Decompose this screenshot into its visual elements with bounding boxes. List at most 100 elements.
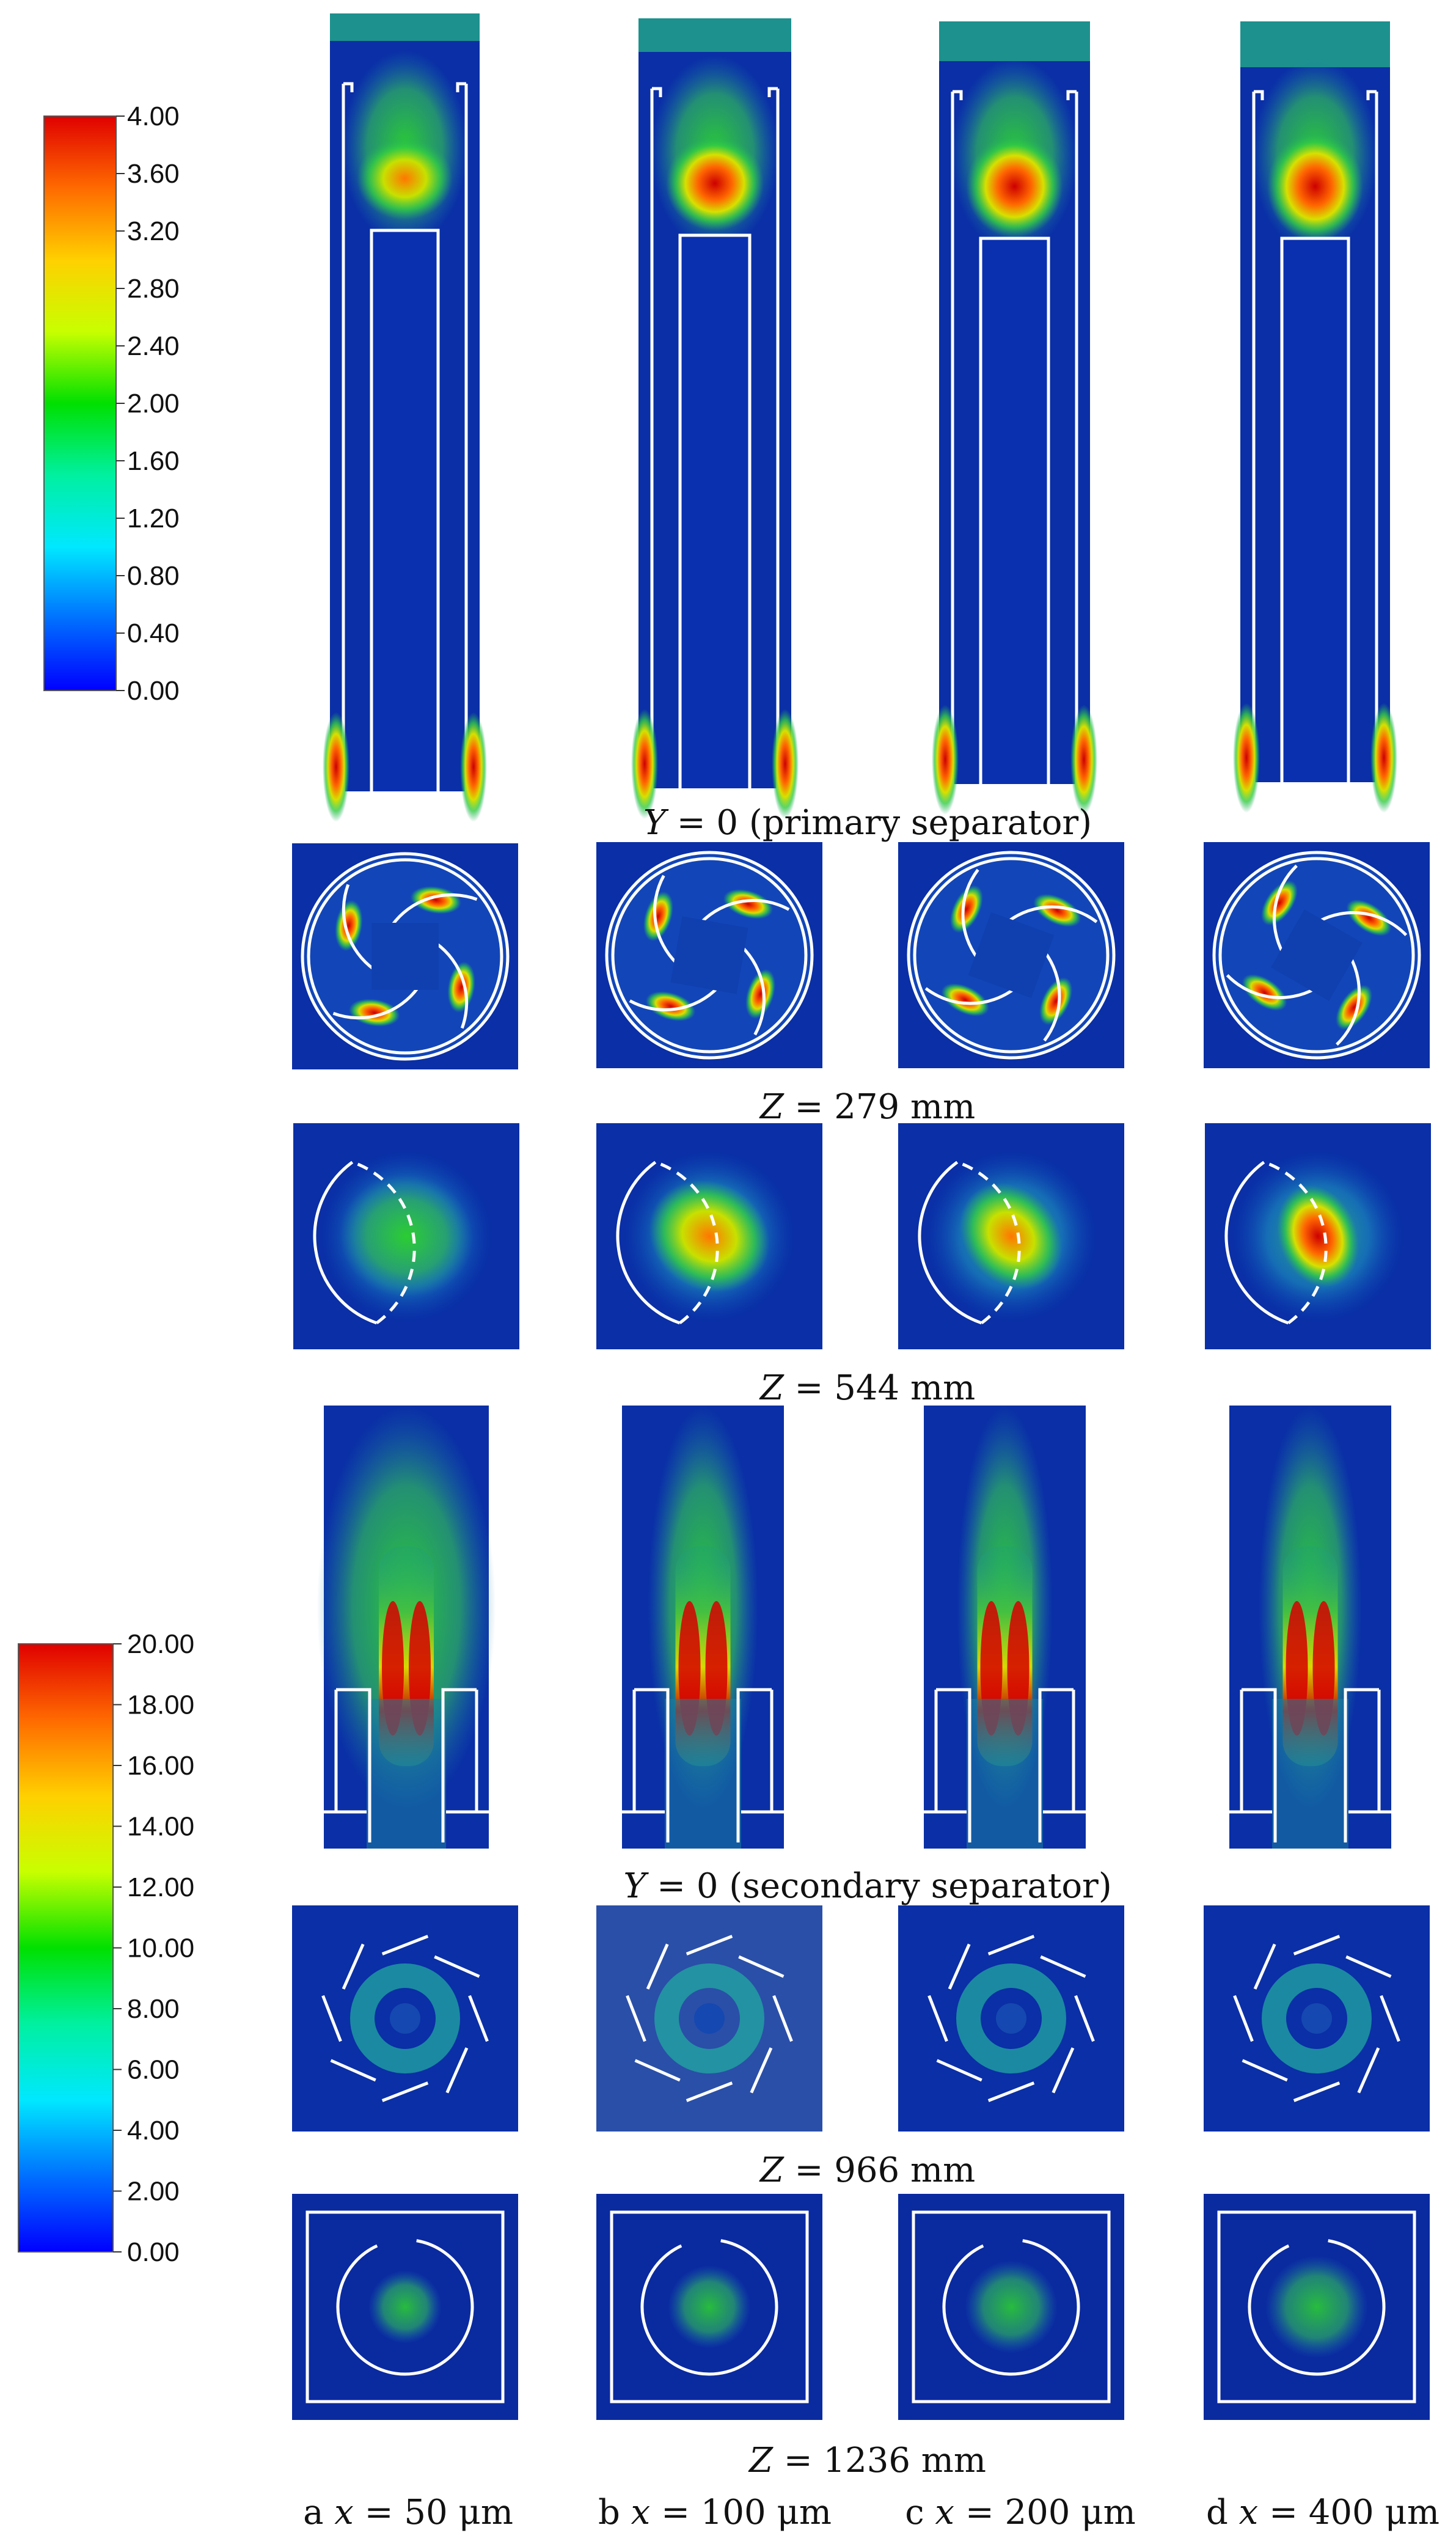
inner-circle-wall	[1218, 857, 1415, 1054]
jet-core	[966, 135, 1063, 238]
inner-pipe-fill	[371, 230, 438, 791]
primary-panel-a	[323, 13, 487, 822]
z544-panel-b	[596, 1123, 822, 1349]
louvre-blade	[750, 2047, 773, 2094]
outer-chamber-wall	[632, 1690, 774, 1812]
colorbar-tick-label: 3.20	[127, 216, 180, 246]
vortex-core	[649, 1180, 770, 1292]
swirl-vane	[961, 868, 979, 959]
top-inlet-band	[939, 21, 1090, 61]
wall-lip	[953, 90, 1077, 100]
inner-tube-wall	[936, 1688, 1074, 1842]
caption-z966: Z = 966 mm	[759, 2150, 975, 2190]
swirl-vane	[629, 986, 719, 1011]
colorbar-top-ticks: 4.00 3.60 3.20 2.80 2.40 2.00 1.60 1.20 0.80 0.40…	[116, 101, 180, 706]
louvre-blade	[1040, 1955, 1086, 1978]
vortex-core	[1277, 1185, 1359, 1288]
outer-circle-wall	[1212, 851, 1421, 1060]
louvre-blade	[342, 1943, 365, 1990]
inner-circle-wall	[913, 857, 1110, 1054]
column-caption-c: c x = 200 μm	[905, 2493, 1135, 2532]
center-core	[670, 916, 748, 994]
colorbar-tick-label: 2.40	[127, 331, 180, 361]
swirl-vane	[1273, 864, 1298, 955]
colorbar-top-ramp	[43, 115, 117, 691]
swirl-vane	[390, 893, 478, 926]
outer-chamber-wall	[334, 1690, 478, 1812]
colorbar-tick-label: 14.00	[127, 1812, 194, 1842]
z966-panel-a	[292, 1905, 518, 2132]
louvre-blade	[927, 1995, 948, 2042]
colorbar-tick-label: 4.00	[127, 101, 180, 131]
vortex-center	[694, 2003, 725, 2034]
colorbar-tick-label: 10.00	[127, 1934, 194, 1963]
caption-z544: Z = 544 mm	[759, 1368, 975, 1408]
louvre-blade	[987, 2081, 1035, 2102]
z279-panel-a	[292, 843, 518, 1069]
jet-core	[666, 136, 764, 231]
center-core	[1270, 909, 1363, 1002]
louvre-blade	[1074, 1995, 1095, 2042]
outlet-circle-wall	[640, 2239, 778, 2376]
louvre-blade	[948, 1943, 971, 1990]
vane-hotspot	[1039, 977, 1073, 1025]
vortex-ring	[350, 1963, 460, 2073]
z966-panel-b	[596, 1905, 822, 2132]
top-inlet-band	[638, 18, 791, 52]
vortex-ring	[956, 1963, 1066, 2073]
vortex-center	[390, 2003, 420, 2034]
primary-panel-c	[932, 21, 1097, 815]
inner-tube-flow	[665, 1699, 741, 1849]
outlet-circle-wall	[1248, 2239, 1386, 2376]
louvre-blade	[468, 1995, 489, 2042]
outlet-wall-solid	[918, 1160, 982, 1325]
swirl-vane	[342, 884, 375, 971]
louvre-blade	[686, 1935, 733, 1956]
inner-pipe-fill	[680, 235, 750, 788]
vortex-core	[960, 1182, 1063, 1290]
outer-circle-wall	[907, 851, 1116, 1060]
bottom-left-hotspot	[932, 705, 959, 815]
primary-panel-b	[631, 18, 799, 819]
louvre-blade	[1293, 2081, 1341, 2102]
inner-tube-wall	[336, 1688, 477, 1842]
column-caption-d: d x = 400 μm	[1206, 2493, 1440, 2532]
louvre-blade	[434, 1955, 480, 1978]
louvre-blade	[1357, 2047, 1380, 2094]
colorbar-tick-label: 3.60	[127, 159, 180, 189]
caption-z1236: Z = 1236 mm	[748, 2441, 986, 2480]
outlet-wall-dashed	[1263, 1160, 1328, 1324]
colorbar-tick-label: 2.00	[127, 389, 180, 419]
vane-hotspot	[1242, 974, 1287, 1011]
outer-wall	[650, 89, 780, 788]
bottom-right-hotspot	[1070, 705, 1097, 815]
z279-panel-c	[898, 842, 1124, 1068]
core-flow	[368, 2270, 442, 2344]
outlet-wall-solid	[313, 1160, 378, 1325]
vane-hotspot	[745, 969, 776, 1019]
colorbar-tick-label: 0.40	[127, 618, 180, 648]
vane-hotspot	[1336, 984, 1372, 1030]
outlet-wall-dashed	[956, 1160, 1021, 1324]
louvre-blade	[686, 2081, 733, 2102]
row-primary-separator	[323, 13, 1397, 822]
vane-hotspot	[349, 999, 400, 1027]
swirl-vane	[741, 945, 766, 1036]
colorbar-tick-label: 0.00	[127, 2237, 180, 2267]
outer-circle-wall	[301, 852, 510, 1061]
inner-pipe-wall	[1280, 236, 1350, 782]
outlet-wall-solid	[616, 1160, 681, 1325]
colorbar-tick-label: 18.00	[127, 1690, 194, 1720]
outlet-circle-wall	[336, 2239, 474, 2376]
inner-tube-flow	[367, 1699, 446, 1849]
louvre-blade	[634, 2059, 681, 2082]
jet-core	[357, 137, 453, 220]
vane-hotspot	[335, 900, 363, 951]
swirl-vane	[1043, 951, 1061, 1042]
vortex-core	[339, 1175, 474, 1298]
louvre-blade	[381, 2081, 429, 2102]
outlet-wall-dashed	[351, 1160, 416, 1324]
louvre-blade	[1052, 2047, 1075, 2094]
secondary-panel-b	[622, 1406, 784, 1849]
